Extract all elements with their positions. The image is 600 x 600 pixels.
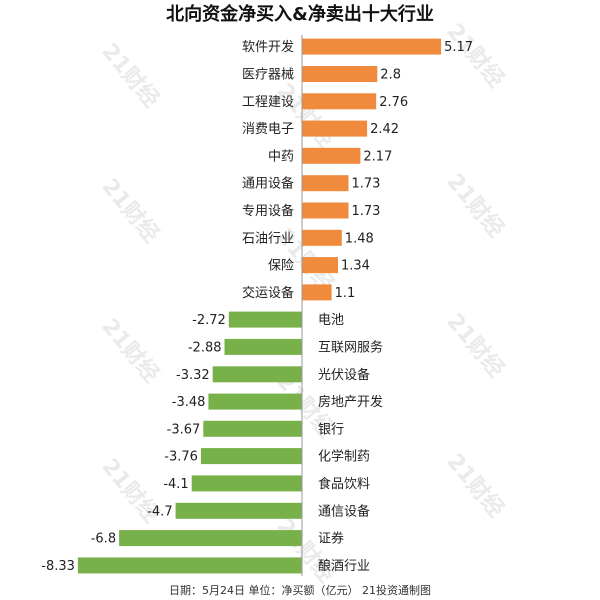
category-label: 银行: [318, 422, 344, 437]
category-label: 通信设备: [318, 503, 370, 519]
category-label: 食品饮料: [318, 476, 370, 492]
bar: [302, 202, 349, 219]
category-label: 互联网服务: [318, 339, 383, 355]
value-label: 1.34: [341, 259, 370, 274]
category-label: 证券: [318, 531, 344, 547]
bar: [175, 502, 302, 519]
value-label: -2.72: [192, 313, 226, 328]
watermark-text: 21财经: [96, 174, 164, 248]
category-label: 软件开发: [242, 39, 294, 55]
category-label: 光伏设备: [318, 367, 370, 383]
bar: [302, 93, 377, 110]
value-label: 2.17: [363, 149, 392, 164]
category-label: 化学制药: [318, 449, 370, 465]
bar: [302, 120, 368, 137]
bars-layer: 软件开发 5.17 医疗器械 2.8 工程建设 2.76 消费电子 2.42 中药 2.17 通用设…: [41, 38, 473, 574]
watermark-text: 21财经: [441, 169, 509, 243]
value-label: -2.88: [188, 340, 222, 355]
watermark-text: 21财经: [271, 514, 339, 588]
category-label: 保险: [268, 259, 294, 274]
category-label: 房地产开发: [318, 394, 383, 410]
bar: [302, 229, 342, 246]
category-label: 石油行业: [242, 231, 294, 246]
category-label: 电池: [318, 313, 344, 328]
value-label: 1.73: [352, 204, 381, 219]
value-label: 2.76: [379, 95, 408, 110]
category-label: 交运设备: [242, 285, 294, 301]
bar: [302, 38, 442, 55]
value-label: -6.8: [91, 532, 116, 547]
bar: [212, 366, 302, 383]
watermark-text: 21财经: [96, 314, 164, 388]
value-label: -4.1: [163, 477, 188, 492]
bar: [302, 175, 349, 192]
category-label: 通用设备: [242, 176, 294, 192]
value-label: 1.73: [352, 177, 381, 192]
watermark-text: 21财经: [441, 449, 509, 523]
value-label: 5.17: [444, 40, 473, 55]
value-label: 1.1: [335, 286, 356, 301]
category-label: 消费电子: [242, 122, 294, 137]
value-label: -8.33: [41, 559, 75, 574]
bar: [228, 311, 302, 328]
chart-footer: 日期：5月24日 单位：净买额（亿元） 21投资通制图: [169, 583, 431, 597]
watermark-text: 21财经: [96, 39, 164, 113]
value-label: 2.8: [380, 68, 401, 83]
watermark-text: 21财经: [271, 79, 339, 153]
watermark-text: 21财经: [441, 309, 509, 383]
value-label: -4.7: [147, 504, 172, 519]
value-label: -3.76: [164, 450, 198, 465]
category-label: 医疗器械: [242, 68, 294, 83]
value-label: -3.67: [167, 422, 201, 437]
category-label: 工程建设: [242, 95, 294, 110]
value-label: 1.48: [345, 231, 374, 246]
bar: [191, 475, 302, 492]
value-label: -3.48: [172, 395, 206, 410]
bar: [302, 147, 361, 164]
category-label: 中药: [268, 149, 294, 164]
bar: [200, 448, 302, 465]
bar: [302, 66, 378, 82]
category-label: 专用设备: [242, 203, 294, 219]
value-label: 2.42: [370, 122, 399, 137]
chart-title: 北向资金净买入&净卖出十大行业: [166, 3, 434, 25]
watermark-text: 21财经: [441, 19, 509, 93]
bar: [77, 557, 303, 574]
bar: [203, 420, 302, 437]
bar: [208, 393, 302, 410]
bar: [302, 257, 338, 274]
value-label: -3.32: [176, 368, 210, 383]
bar: [302, 284, 332, 301]
bar: [119, 530, 302, 547]
bar: [224, 338, 302, 355]
category-label: 酿酒行业: [318, 558, 370, 574]
